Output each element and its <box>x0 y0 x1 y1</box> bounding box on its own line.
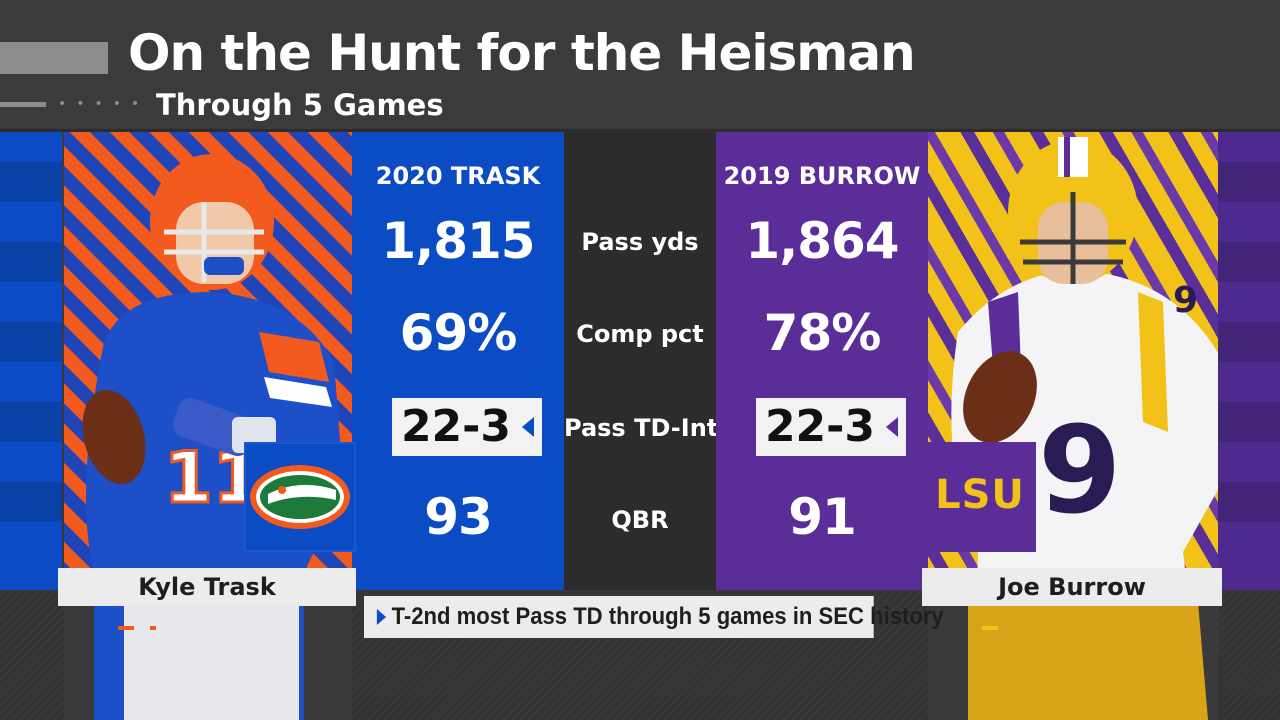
header-deco-line <box>0 102 46 107</box>
right-arrow-icon <box>886 417 898 437</box>
lsu-logo-icon: LSU <box>924 442 1036 552</box>
left-stats-column: 2020 TRASK 1,815 69% 22-3 93 <box>352 132 564 590</box>
label-pass-yds: Pass yds <box>581 228 699 256</box>
svg-text:9: 9 <box>1038 402 1122 541</box>
right-edge-strip <box>1218 132 1280 590</box>
page-subtitle: Through 5 Games <box>156 88 444 122</box>
left-player-name: Kyle Trask <box>58 568 356 606</box>
svg-text:9: 9 <box>1173 280 1198 321</box>
right-td-int: 22-3 <box>764 401 876 452</box>
left-td-int-box: 22-3 <box>392 398 542 456</box>
right-player-photo: 9 9 <box>928 132 1218 720</box>
left-player-photo: 11 <box>64 132 352 720</box>
footnote-arrow-icon <box>376 609 387 625</box>
right-stats-column: 2019 BURROW 1,864 78% 22-3 91 <box>716 132 928 590</box>
right-player-name: Joe Burrow <box>922 568 1222 606</box>
label-comp-pct: Comp pct <box>576 320 704 348</box>
left-edge-strip <box>0 132 62 590</box>
right-qbr: 91 <box>788 488 857 546</box>
stat-labels-column: Pass yds Comp pct Pass TD-Int QBR <box>564 132 719 590</box>
florida-gator-logo-icon <box>244 442 356 552</box>
lsu-logo-text: LSU <box>935 472 1025 518</box>
left-td-int: 22-3 <box>400 401 512 452</box>
header-deco-dots: ••••• <box>58 96 150 112</box>
left-comp-pct: 69% <box>399 304 518 362</box>
gator-logo-icon <box>250 465 350 529</box>
right-comp-pct: 78% <box>763 304 882 362</box>
left-dash-deco <box>118 626 134 630</box>
page-title: On the Hunt for the Heisman <box>128 24 916 82</box>
footnote-bar: T-2nd most Pass TD through 5 games in SE… <box>364 596 944 638</box>
right-column-header: 2019 BURROW <box>723 162 921 190</box>
label-td-int: Pass TD-Int <box>564 414 719 442</box>
right-pass-yds: 1,864 <box>745 212 899 270</box>
left-pass-yds: 1,815 <box>381 212 535 270</box>
right-dash-deco <box>982 626 998 630</box>
left-player-figure: 11 <box>82 154 344 720</box>
right-td-int-box: 22-3 <box>756 398 906 456</box>
left-dot-deco <box>150 626 156 630</box>
footnote-text: T-2nd most Pass TD through 5 games in SE… <box>391 603 944 630</box>
right-player-figure: 9 9 <box>951 137 1218 720</box>
left-column-header: 2020 TRASK <box>375 162 541 190</box>
left-arrow-icon <box>522 417 534 437</box>
header-deco-bar <box>0 42 108 74</box>
header-band: ••••• On the Hunt for the Heisman Throug… <box>0 0 1280 132</box>
left-qbr: 93 <box>424 488 493 546</box>
label-qbr: QBR <box>611 506 669 534</box>
